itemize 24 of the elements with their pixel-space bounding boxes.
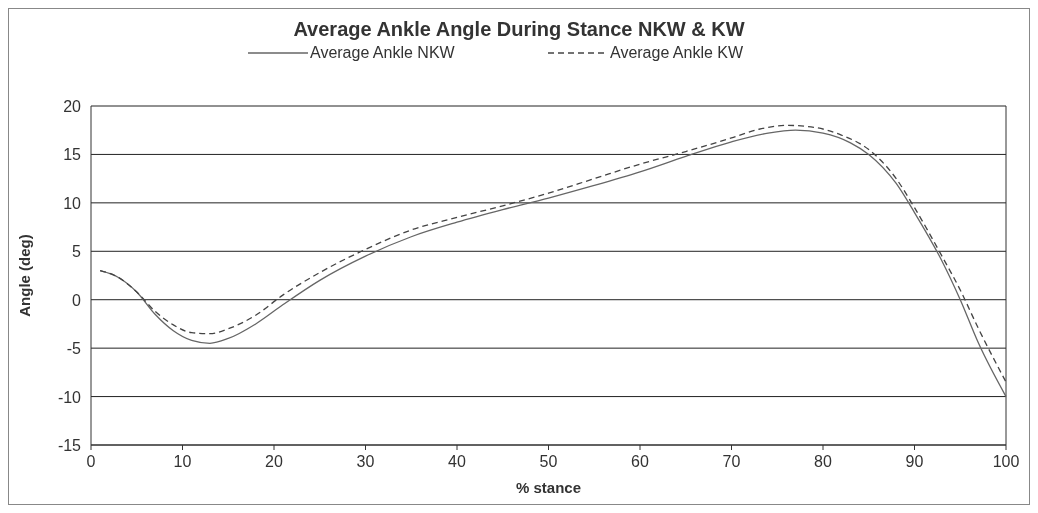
x-tick-label: 40 [448, 453, 466, 470]
x-axis-title: % stance [515, 479, 582, 496]
x-tick-label: 60 [631, 453, 649, 470]
x-tick-label: 20 [265, 453, 283, 470]
x-tick-label: 90 [905, 453, 924, 470]
x-tick-label: 30 [356, 453, 375, 470]
y-tick-label: -15 [57, 437, 82, 454]
y-tick-label: 10 [63, 194, 82, 212]
legend-label: Average Ankle KW [610, 44, 745, 61]
y-tick-label: 0 [72, 291, 82, 309]
legend-label: Average Ankle NKW [310, 44, 456, 61]
y-tick-label: -10 [57, 388, 82, 406]
y-axis-title: Angle (deg) [16, 234, 33, 317]
x-tick-label: 0 [86, 453, 96, 470]
y-tick-label: -5 [66, 340, 82, 358]
x-tick-label: 50 [539, 453, 558, 470]
x-tick-label: 70 [722, 453, 741, 470]
x-tick-label: 100 [992, 453, 1020, 470]
chart-title: Average Ankle Angle During Stance NKW & KW [293, 18, 745, 40]
y-tick-label: 20 [63, 98, 82, 115]
y-tick-label: 15 [63, 146, 82, 164]
x-tick-label: 10 [173, 453, 192, 470]
y-tick-label: 5 [72, 243, 82, 261]
x-tick-label: 80 [814, 453, 832, 470]
